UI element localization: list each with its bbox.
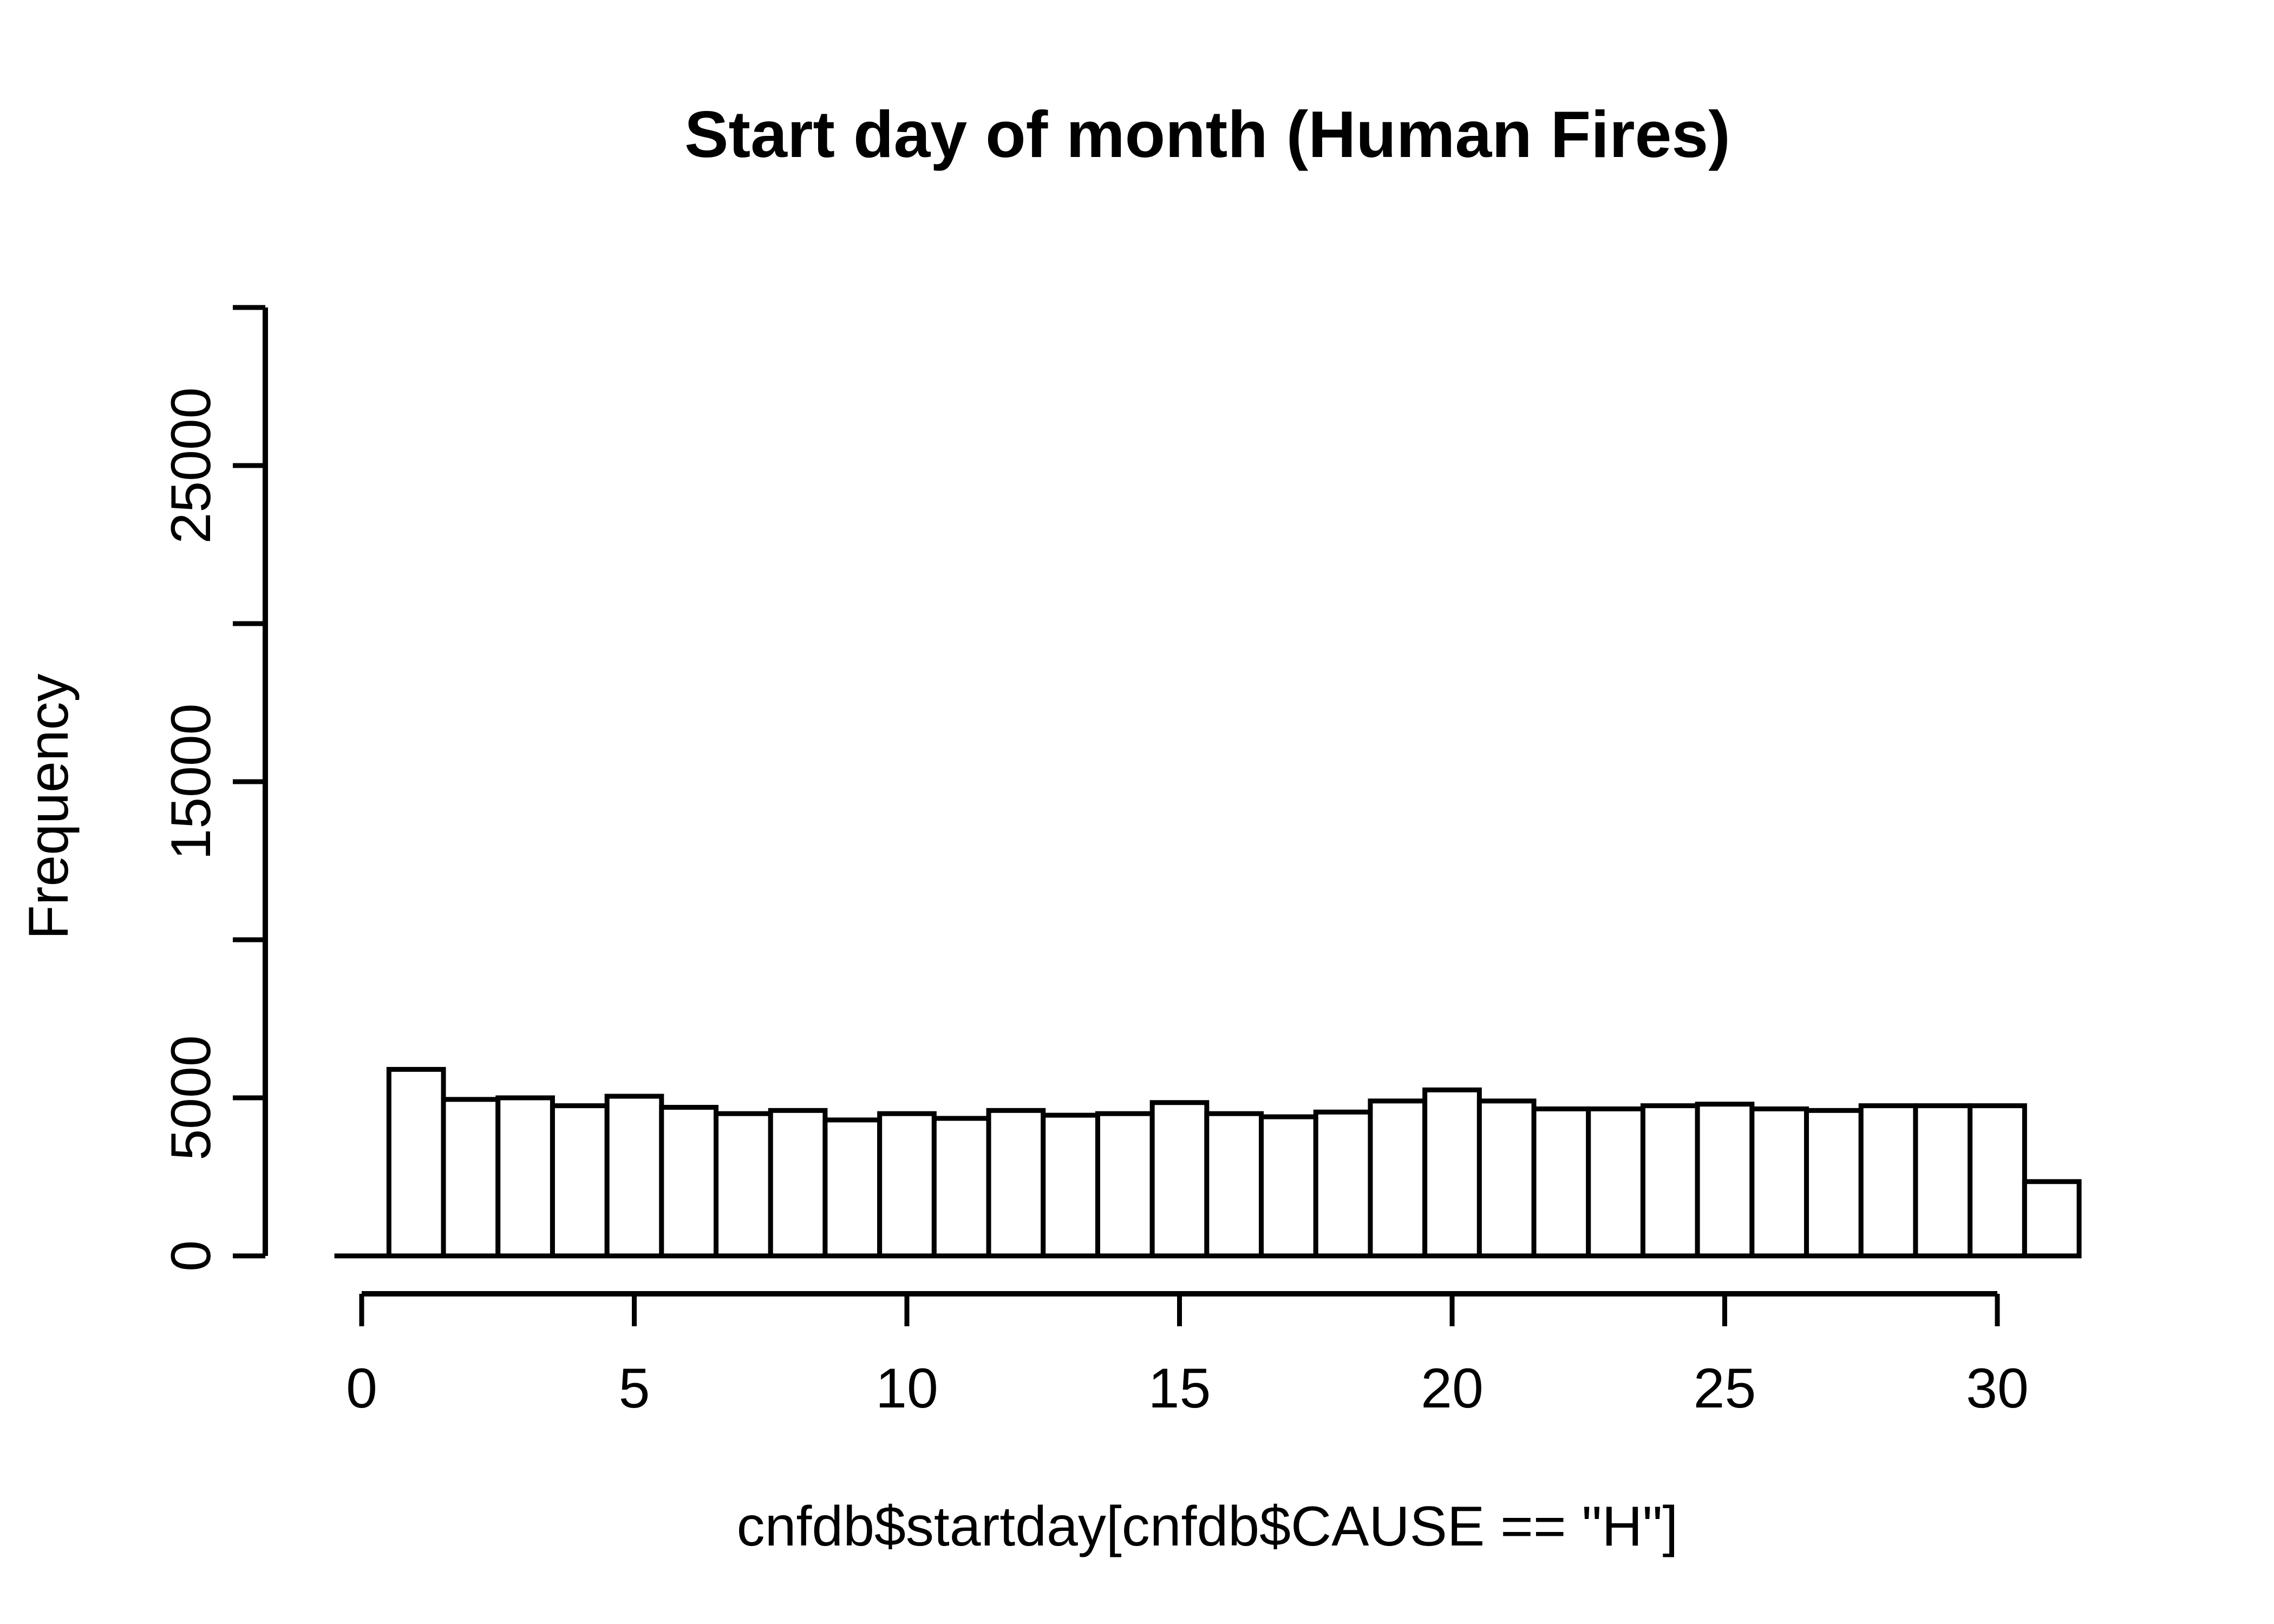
- histogram-bar-day-26: [1749, 1106, 1809, 1259]
- histogram-bar-day-28: [1858, 1103, 1918, 1259]
- histogram-bar-day-11: [931, 1116, 991, 1259]
- x-tick-label: 20: [1421, 1357, 1484, 1420]
- x-tick-label: 15: [1148, 1357, 1211, 1420]
- histogram-bar-day-2: [441, 1097, 501, 1259]
- y-tick-label: 0: [160, 1240, 223, 1272]
- x-tick-label: 30: [1966, 1357, 2029, 1420]
- y-tick-label: 5000: [160, 1035, 223, 1160]
- x-tick-label: 0: [346, 1357, 377, 1420]
- x-tick-label: 10: [875, 1357, 938, 1420]
- y-axis-title: Frequency: [17, 673, 80, 939]
- histogram-bar-day-7: [714, 1111, 773, 1259]
- histogram-bar-day-22: [1531, 1106, 1591, 1259]
- y-axis: 0 5000 15000 25000: [160, 305, 268, 1272]
- histogram-bar-day-3: [495, 1095, 555, 1259]
- x-axis-title: cnfdb$startday[cnfdb$CAUSE == "H"]: [737, 1495, 1678, 1558]
- y-tick-label: 15000: [160, 703, 223, 860]
- histogram-bar-day-5: [604, 1093, 664, 1259]
- x-axis: 0 5 10 15 20 25 30: [346, 1291, 2029, 1420]
- histogram-bar-day-23: [1586, 1106, 1645, 1259]
- histogram-bar-day-8: [768, 1108, 828, 1259]
- histogram-bar-day-29: [1913, 1103, 1973, 1259]
- histogram-bar-day-13: [1041, 1112, 1100, 1259]
- x-tick-label: 25: [1694, 1357, 1756, 1420]
- histogram-bar-day-16: [1204, 1111, 1264, 1259]
- histogram-bar-day-17: [1259, 1114, 1318, 1259]
- histogram-bar-day-21: [1476, 1098, 1537, 1259]
- histogram-bar-day-9: [822, 1117, 883, 1259]
- histogram-bar-day-12: [986, 1108, 1046, 1259]
- histogram-bar-day-4: [550, 1103, 610, 1259]
- histogram-bar-day-31: [2022, 1179, 2082, 1259]
- histogram-bar-day-18: [1313, 1109, 1373, 1259]
- histogram-bar-day-14: [1095, 1111, 1155, 1259]
- chart-title: Start day of month (Human Fires): [684, 97, 1730, 171]
- histogram-bar-day-1: [386, 1066, 446, 1259]
- histogram-bar-day-20: [1422, 1087, 1482, 1259]
- histogram-bar-day-25: [1695, 1102, 1755, 1259]
- histogram-bar-day-30: [1968, 1103, 2027, 1259]
- histogram-bar-day-15: [1149, 1100, 1210, 1259]
- y-tick-label: 25000: [160, 387, 223, 543]
- x-tick-label: 5: [619, 1357, 650, 1420]
- histogram-bar-day-19: [1368, 1098, 1428, 1259]
- histogram-bar-day-24: [1640, 1103, 1700, 1259]
- histogram-bar-day-10: [877, 1111, 937, 1259]
- histogram-bar-day-6: [659, 1105, 719, 1259]
- histogram-bar-day-27: [1804, 1108, 1864, 1259]
- histogram-bars-group: [334, 1066, 2082, 1259]
